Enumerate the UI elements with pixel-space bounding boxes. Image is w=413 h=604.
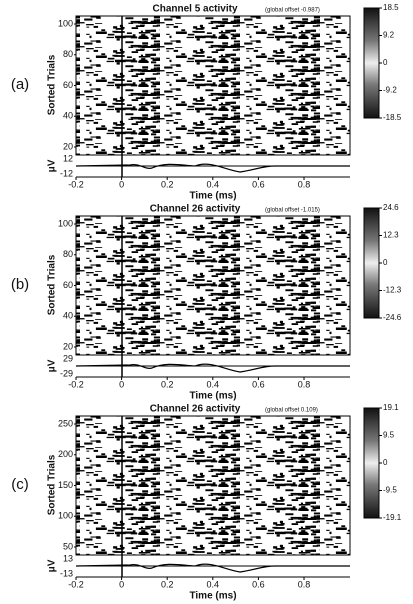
- x-axis-label: Time (ms): [189, 591, 236, 602]
- panel: Channel 26 activity (global offset 0.109)…: [11, 403, 402, 602]
- x-tick-label: 0: [119, 379, 124, 389]
- y-axis-label: Sorted Trials: [47, 54, 58, 115]
- colorbar-tick-label: 0: [383, 458, 388, 467]
- erp-image: [75, 415, 351, 556]
- panel-note: (global offset 0.109): [265, 408, 318, 414]
- y-tick-label: 100: [58, 511, 73, 521]
- y-tick-label: 80: [63, 249, 73, 259]
- colorbar-tick-label: 9.5: [383, 431, 395, 440]
- colorbar-tick-label: 0: [383, 258, 388, 267]
- x-tick-label: 0.8: [298, 579, 311, 589]
- erp-trace: [75, 563, 350, 573]
- erp-image: [75, 15, 351, 156]
- erp-label: μV: [47, 359, 58, 372]
- colorbar-tick-label: -19.1: [383, 513, 402, 522]
- panel-note: (global offset -0.987): [265, 8, 320, 14]
- panel-title: Channel 5 activity: [152, 4, 237, 15]
- erp-label: μV: [47, 559, 58, 572]
- x-tick-label: 0.4: [207, 179, 220, 189]
- colorbar-tick-label: -9.2: [383, 86, 397, 95]
- y-tick-label: 60: [63, 80, 73, 90]
- erp-tick-label: -29: [60, 368, 73, 378]
- panel-letter: (b): [11, 276, 29, 293]
- y-axis-label: Sorted Trials: [47, 454, 58, 515]
- x-tick-label: 0.8: [298, 379, 311, 389]
- colorbar-tick-label: 12.3: [383, 231, 399, 240]
- y-tick-label: 20: [63, 341, 73, 351]
- panel-letter: (a): [11, 76, 29, 93]
- y-tick-label: 200: [58, 449, 73, 459]
- panel-note: (global offset -1.015): [265, 208, 320, 214]
- x-tick-label: 0.2: [161, 379, 174, 389]
- colorbar-tick-label: -9.5: [383, 486, 397, 495]
- colorbar-tick-label: 19.1: [383, 403, 399, 412]
- colorbar-tick-label: -12.3: [383, 286, 402, 295]
- colorbar: [363, 207, 380, 319]
- y-tick-label: 40: [63, 111, 73, 121]
- y-tick-label: 150: [58, 480, 73, 490]
- colorbar-tick-label: 9.2: [383, 31, 395, 40]
- y-tick-label: 80: [63, 49, 73, 59]
- colorbar-tick-label: 18.5: [383, 3, 399, 12]
- erp-tick-label: 13: [63, 553, 73, 563]
- x-tick-label: 0.6: [252, 579, 265, 589]
- y-tick-label: 100: [58, 218, 73, 228]
- x-tick-label: -0.2: [68, 579, 84, 589]
- panel: Channel 5 activity (global offset -0.987)…: [11, 3, 402, 202]
- erp-tick-label: 12: [63, 153, 73, 163]
- x-tick-label: 0: [119, 179, 124, 189]
- y-tick-label: 50: [63, 541, 73, 551]
- erp-label: μV: [47, 159, 58, 172]
- erp-trace: [75, 363, 350, 373]
- colorbar-tick-label: -18.5: [383, 113, 402, 122]
- x-tick-label: 0.6: [252, 379, 265, 389]
- erp-tick-label: 29: [63, 353, 73, 363]
- panel-letter: (c): [11, 476, 29, 493]
- erp-image: [75, 215, 351, 356]
- panel-title: Channel 26 activity: [150, 404, 241, 415]
- x-tick-label: 0.2: [161, 579, 174, 589]
- x-tick-label: -0.2: [68, 179, 84, 189]
- erp-tick-label: -13: [60, 568, 73, 578]
- x-tick-label: 0: [119, 579, 124, 589]
- colorbar-tick-label: 24.6: [383, 203, 399, 212]
- x-tick-label: 0.6: [252, 179, 265, 189]
- y-tick-label: 60: [63, 280, 73, 290]
- x-tick-label: 0.4: [207, 579, 220, 589]
- y-tick-label: 100: [58, 18, 73, 28]
- colorbar: [363, 7, 380, 119]
- colorbar-tick-label: -24.6: [383, 313, 402, 322]
- x-axis-label: Time (ms): [189, 191, 236, 202]
- erp-trace: [75, 163, 350, 173]
- x-tick-label: 0.8: [298, 179, 311, 189]
- y-tick-label: 250: [58, 418, 73, 428]
- y-tick-label: 20: [63, 141, 73, 151]
- colorbar-tick-label: 0: [383, 58, 388, 67]
- x-tick-label: 0.2: [161, 179, 174, 189]
- colorbar: [363, 407, 380, 519]
- x-axis-label: Time (ms): [189, 391, 236, 402]
- erp-tick-label: -12: [60, 168, 73, 178]
- y-axis-label: Sorted Trials: [47, 254, 58, 315]
- panel: Channel 26 activity (global offset -1.015…: [11, 203, 402, 402]
- x-tick-label: 0.4: [207, 379, 220, 389]
- x-tick-label: -0.2: [68, 379, 84, 389]
- y-tick-label: 40: [63, 311, 73, 321]
- panel-title: Channel 26 activity: [150, 204, 241, 215]
